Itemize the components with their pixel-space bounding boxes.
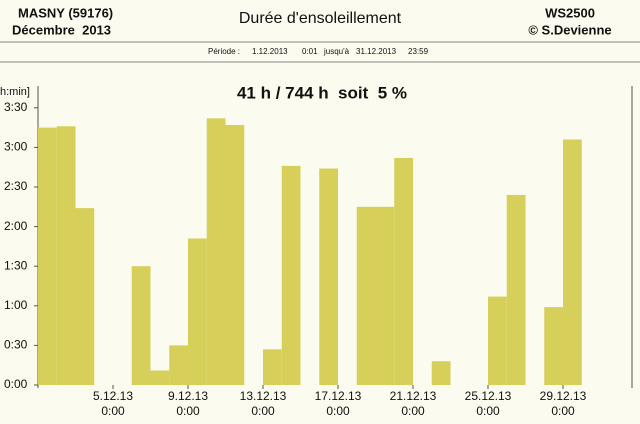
bar	[38, 127, 57, 385]
y-tick-label: 0:30	[4, 338, 28, 352]
x-tick-label: 0:00	[551, 404, 575, 418]
y-tick-label: 0:00	[4, 377, 28, 391]
bar	[56, 126, 76, 385]
y-tick-label: 2:00	[4, 219, 28, 233]
x-tick-label: 21.12.13	[390, 389, 437, 403]
subtitle: 41 h / 744 h soit 5 %	[237, 83, 407, 102]
bar	[431, 361, 451, 385]
bar	[488, 296, 507, 385]
bar	[394, 157, 413, 385]
author: © S.Devienne	[528, 22, 611, 37]
x-tick-label: 25.12.13	[465, 389, 512, 403]
bar	[506, 194, 526, 385]
period-end: 31.12.2013	[356, 47, 397, 56]
x-tick-label: 29.12.13	[540, 389, 587, 403]
period-end-time: 23:59	[408, 47, 429, 56]
device: WS2500	[545, 5, 595, 20]
period-label: Période :	[208, 47, 240, 56]
bar	[188, 238, 207, 385]
bar	[375, 206, 395, 385]
x-tick-label: 0:00	[101, 404, 125, 418]
bar	[131, 266, 151, 385]
bar	[544, 307, 563, 385]
bar	[281, 165, 301, 385]
period-start-time: 0:01	[302, 47, 318, 56]
x-tick-label: 0:00	[176, 404, 200, 418]
period-until: jusqu'à	[323, 47, 350, 56]
bar	[75, 208, 95, 385]
month: Décembre 2013	[12, 22, 111, 37]
bar	[206, 118, 226, 386]
x-tick-label: 5.12.13	[93, 389, 133, 403]
x-tick-label: 0:00	[326, 404, 350, 418]
y-tick-label: 3:30	[4, 100, 28, 114]
chart-title: Durée d'ensoleillement	[239, 10, 402, 27]
bar	[225, 124, 245, 386]
bar	[356, 206, 376, 385]
period-start: 1.12.2013	[252, 47, 288, 56]
x-tick-label: 13.12.13	[240, 389, 287, 403]
y-tick-label: 1:00	[4, 298, 28, 312]
x-tick-label: 0:00	[476, 404, 500, 418]
y-axis-label: h:min]	[0, 86, 30, 98]
y-tick-label: 3:00	[4, 140, 28, 154]
y-tick-label: 2:30	[4, 179, 28, 193]
bar	[563, 139, 582, 385]
bar	[169, 345, 188, 385]
station: MASNY (59176)	[18, 5, 113, 20]
bar	[263, 349, 282, 385]
x-tick-label: 9.12.13	[168, 389, 208, 403]
x-tick-label: 17.12.13	[315, 389, 362, 403]
y-tick-label: 1:30	[4, 258, 28, 272]
x-tick-label: 0:00	[401, 404, 425, 418]
bar	[319, 168, 338, 385]
x-tick-label: 0:00	[251, 404, 275, 418]
bar	[150, 370, 170, 385]
